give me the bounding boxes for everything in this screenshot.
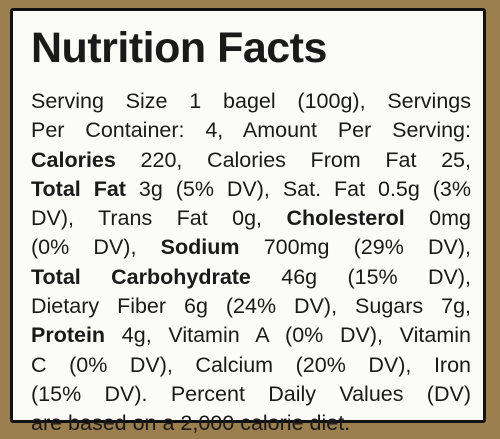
- nutrient: Calories: [31, 147, 116, 172]
- text: 46g (15% DV),: [281, 264, 472, 289]
- text: Per Container: 4, Amount Per Serving:: [31, 118, 471, 143]
- nutrient: Total Carbohydrate: [31, 264, 251, 289]
- title: Nutrition Facts: [31, 24, 327, 72]
- nutrient: Protein: [31, 323, 106, 348]
- text: 3g (5% DV), Sat. Fat 0.5g (3%: [138, 176, 471, 201]
- line: C (0% DV), Calcium (20% DV), Iron: [31, 351, 471, 380]
- text: 700mg (29% DV),: [263, 235, 471, 260]
- text: Serving Size 1 bagel (100g), Servings: [31, 89, 471, 113]
- text: (0% DV),: [31, 235, 137, 260]
- label-body: Serving Size 1 bagel (100g), Servings Pe…: [31, 87, 471, 439]
- text: C (0% DV), Calcium (20% DV), Iron: [31, 352, 471, 377]
- text: are based on a 2,000 calorie diet.: [31, 411, 351, 436]
- text: 4g, Vitamin A (0% DV), Vitamin: [121, 323, 471, 348]
- line: (15% DV). Percent Daily Values (DV): [31, 380, 471, 409]
- line: Protein 4g, Vitamin A (0% DV), Vitamin: [31, 321, 471, 350]
- nutrient: Total Fat: [31, 176, 126, 201]
- text: (15% DV). Percent Daily Values (DV): [31, 381, 471, 406]
- line: Per Container: 4, Amount Per Serving:: [31, 116, 471, 145]
- line: Total Carbohydrate 46g (15% DV),: [31, 263, 471, 292]
- line: are based on a 2,000 calorie diet.: [31, 409, 471, 438]
- text: Dietary Fiber 6g (24% DV), Sugars 7g,: [31, 294, 471, 319]
- line: Dietary Fiber 6g (24% DV), Sugars 7g,: [31, 292, 471, 321]
- text: 220, Calories From Fat 25,: [140, 147, 471, 172]
- nutrient: Sodium: [160, 235, 240, 260]
- line: Serving Size 1 bagel (100g), Servings: [31, 87, 471, 116]
- text: DV), Trans Fat 0g,: [31, 206, 263, 231]
- line: DV), Trans Fat 0g, Cholesterol 0mg: [31, 204, 471, 233]
- line: Total Fat 3g (5% DV), Sat. Fat 0.5g (3%: [31, 175, 471, 204]
- text: 0mg: [429, 206, 471, 231]
- line: Calories 220, Calories From Fat 25,: [31, 146, 471, 175]
- nutrition-label: Nutrition Facts Serving Size 1 bagel (10…: [10, 8, 486, 435]
- line: (0% DV), Sodium 700mg (29% DV),: [31, 233, 471, 262]
- nutrient: Cholesterol: [286, 206, 405, 231]
